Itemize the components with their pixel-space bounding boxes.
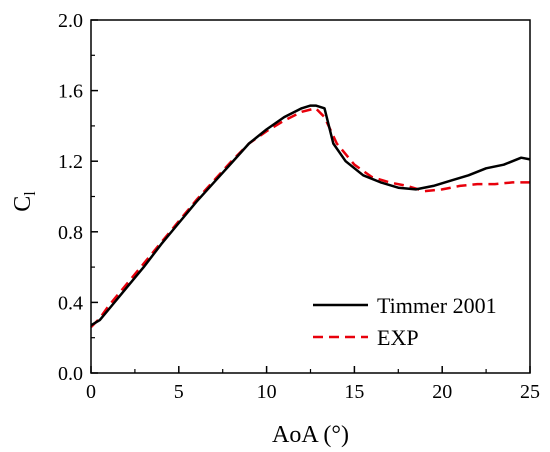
x-tick-label: 25 bbox=[520, 381, 540, 403]
y-axis-title-subscript: l bbox=[22, 191, 39, 196]
legend-label-exp: EXP bbox=[377, 325, 419, 350]
series-layer bbox=[90, 104, 531, 328]
legend-label-timmer-2001: Timmer 2001 bbox=[377, 293, 497, 318]
series-line-exp bbox=[90, 107, 530, 328]
y-axis-title-main: C bbox=[10, 196, 36, 212]
y-axis-title: Cl bbox=[10, 191, 39, 212]
tick-labels: 0 5 10 15 20 25 0.0 0.4 0.8 1.2 1.6 2.0 bbox=[58, 10, 540, 403]
y-tick-label: 2.0 bbox=[58, 10, 83, 32]
x-tick-label: 20 bbox=[432, 381, 452, 403]
x-tick-label: 0 bbox=[86, 381, 96, 403]
x-tick-label: 5 bbox=[174, 381, 184, 403]
plot-frame bbox=[90, 19, 531, 374]
y-tick-label: 1.2 bbox=[58, 151, 83, 173]
x-axis-title: AoA (°) bbox=[272, 422, 349, 448]
y-tick-label: 0.0 bbox=[58, 363, 83, 385]
legend: Timmer 2001 EXP bbox=[313, 293, 497, 350]
series-line-timmer-2001 bbox=[90, 104, 531, 327]
axis-ticks bbox=[90, 19, 531, 374]
y-tick-label: 0.4 bbox=[58, 292, 83, 314]
x-tick-label: 10 bbox=[257, 381, 277, 403]
svg-text:Cl: Cl bbox=[10, 191, 39, 212]
x-tick-label: 15 bbox=[344, 381, 364, 403]
y-tick-label: 1.6 bbox=[58, 81, 83, 103]
y-tick-label: 0.8 bbox=[58, 222, 83, 244]
